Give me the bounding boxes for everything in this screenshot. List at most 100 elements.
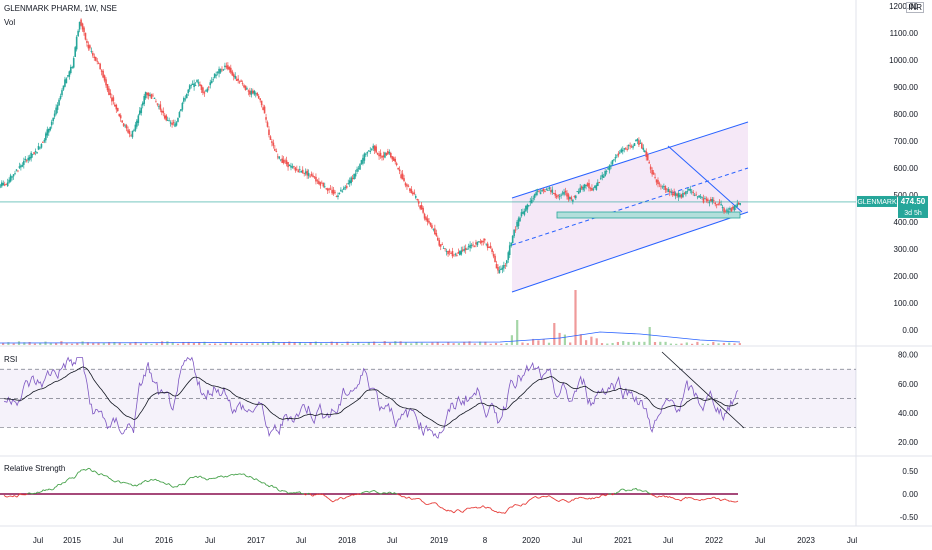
candle-body [511, 235, 514, 244]
candle-body [522, 211, 524, 214]
candle-body [683, 192, 686, 194]
volume-bar [712, 341, 715, 345]
candle-body [134, 124, 137, 131]
rs-line-segment [536, 497, 539, 499]
rs-line-segment [481, 505, 484, 508]
rs-line-segment [329, 499, 332, 502]
candle-body [0, 182, 3, 187]
rs-line-segment [181, 483, 184, 486]
rs-line-segment [25, 493, 28, 496]
candle-body [127, 129, 129, 133]
volume-bar [261, 342, 264, 345]
rs-line-segment [436, 503, 439, 506]
rs-line-segment [3, 494, 6, 497]
rs-line-segment [503, 512, 506, 514]
volume-bar [436, 342, 439, 345]
volume-bar [632, 341, 635, 345]
candle-body [682, 192, 684, 198]
rs-line-segment [442, 507, 445, 510]
rs-line-segment [111, 479, 114, 482]
volume-bar [86, 342, 89, 345]
candle-body [583, 184, 586, 189]
candle-body [90, 51, 93, 52]
candle-body [112, 97, 115, 102]
volume-bar [277, 342, 280, 345]
volume-bar [479, 341, 482, 345]
x-tick-label: 2018 [338, 536, 356, 545]
candle-body [643, 150, 646, 153]
candle-body [89, 45, 91, 49]
candle-body [218, 68, 220, 74]
rs-line-segment [529, 498, 532, 501]
candle-body [563, 191, 565, 195]
candle-body [733, 205, 736, 211]
candle-body [50, 121, 53, 126]
candle-body [363, 153, 366, 161]
volume-bar [738, 343, 741, 345]
candle-body [729, 208, 731, 210]
volume-bar [2, 342, 5, 345]
rs-line-segment [83, 469, 86, 471]
candle-body [213, 73, 216, 78]
rs-line-segment [597, 496, 600, 499]
candle-body [225, 65, 228, 68]
volume-bar [685, 342, 688, 345]
candle-body [96, 60, 99, 62]
rs-line-segment [477, 507, 479, 509]
volume-bar [643, 341, 646, 345]
candle-body [68, 71, 71, 77]
candle-body [20, 165, 22, 168]
candle-body [124, 125, 126, 127]
rs-line-segment [38, 491, 41, 494]
rs-line-segment [645, 490, 649, 493]
rs-line-segment [257, 479, 260, 482]
candle-body [119, 115, 122, 119]
rs-line-segment [485, 506, 488, 509]
candle-body [338, 192, 341, 195]
candle-body [463, 249, 466, 251]
candle-body [8, 179, 10, 183]
volume-bar [367, 342, 370, 345]
volume-bar [558, 332, 561, 345]
volume-bar [638, 341, 641, 345]
rs-line-segment [479, 506, 482, 509]
candle-body [407, 185, 410, 187]
price-tag-countdown: 3d 5h [904, 210, 922, 217]
candle-body [171, 123, 173, 125]
candle-body [619, 152, 621, 154]
candle-body [206, 88, 209, 92]
rs-line-segment [13, 495, 16, 497]
rs-line-segment [98, 473, 101, 476]
rs-line-segment [526, 500, 529, 504]
rs-line-segment [306, 492, 309, 495]
candle-body [646, 154, 649, 161]
volume-bar [314, 341, 317, 345]
candle-body [505, 260, 508, 264]
currency-badge[interactable]: INR [906, 2, 924, 13]
rs-line-segment [35, 491, 38, 494]
volume-bar [23, 342, 26, 345]
rs-line-segment [541, 495, 544, 498]
rs-line-segment [465, 507, 468, 510]
rs-line-segment [150, 478, 153, 481]
candle-body [710, 198, 712, 202]
candle-body [62, 85, 65, 90]
x-tick-label: Jul [205, 536, 215, 545]
candle-body [594, 186, 596, 188]
rs-line-segment [233, 473, 236, 476]
candle-body [394, 158, 397, 162]
candle-body [721, 206, 724, 209]
candle-body [500, 268, 502, 271]
rs-line-segment [18, 493, 21, 496]
rs-line-segment [600, 494, 603, 496]
candle-body [629, 145, 631, 147]
candle-body [125, 125, 128, 129]
volume-bar [39, 342, 42, 345]
candle-body [306, 170, 308, 176]
price-tag-value: 474.50 [901, 197, 926, 206]
candle-body [197, 82, 200, 84]
rs-line-segment [631, 488, 634, 491]
candle-body [46, 129, 49, 136]
volume-bar [97, 342, 100, 345]
